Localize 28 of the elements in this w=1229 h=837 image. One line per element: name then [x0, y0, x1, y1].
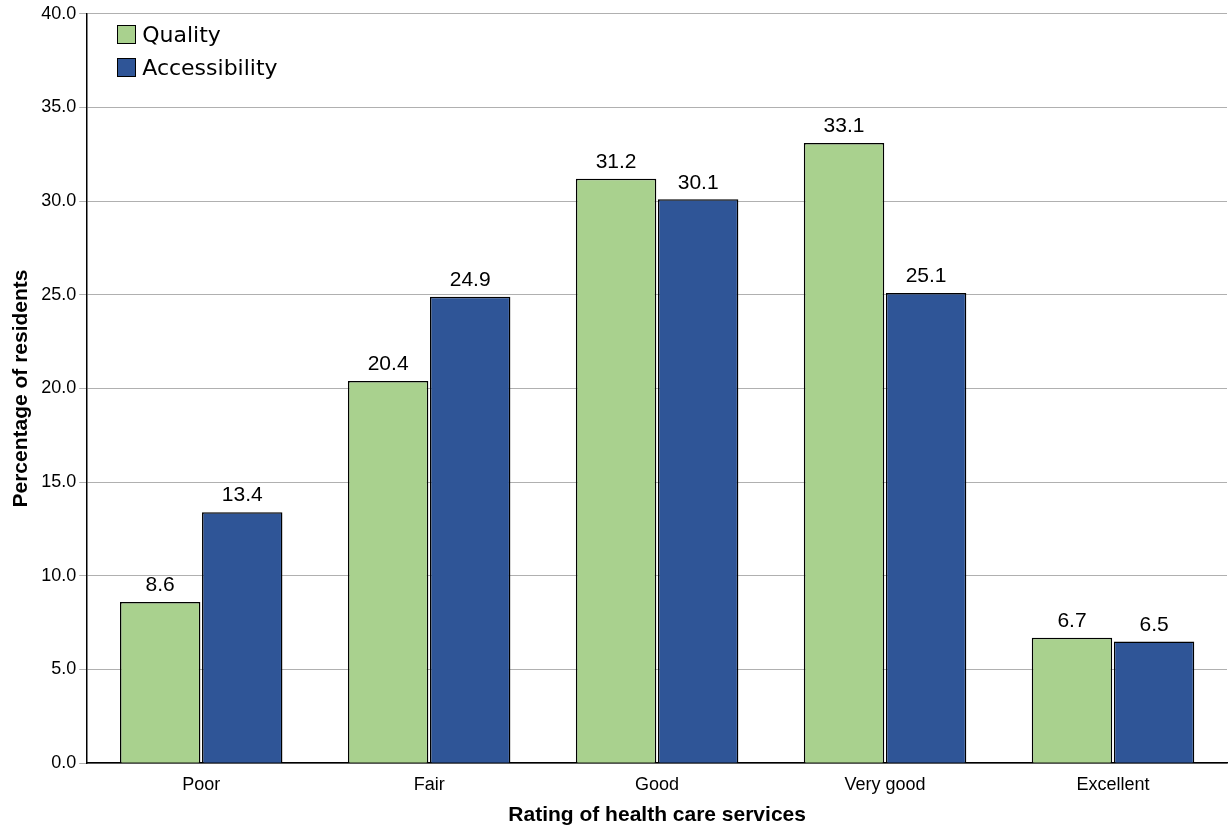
legend-label: Quality	[142, 21, 221, 47]
data-label: 6.5	[1139, 611, 1169, 635]
y-tick-label: 30.0	[41, 190, 77, 211]
x-tick-label: Fair	[413, 773, 445, 794]
data-label: 8.6	[145, 572, 175, 596]
data-label: 31.2	[595, 148, 637, 172]
x-axis-title: Rating of health care services	[508, 802, 806, 826]
y-tick-label: 20.0	[41, 377, 77, 398]
y-tick-label: 5.0	[51, 658, 77, 679]
y-tick-label: 40.0	[41, 2, 77, 23]
data-label: 33.1	[823, 113, 865, 137]
data-label: 25.1	[905, 263, 947, 287]
y-tick-label: 35.0	[41, 96, 77, 117]
y-tick-label: 25.0	[41, 283, 77, 304]
x-tick-label: Good	[635, 773, 680, 794]
y-tick-label: 10.0	[41, 564, 77, 585]
x-tick-label: Excellent	[1076, 773, 1150, 794]
y-tick-label: 15.0	[41, 471, 77, 492]
data-label: 6.7	[1057, 607, 1087, 631]
x-tick-label: Poor	[182, 773, 221, 794]
data-label: 30.1	[677, 169, 719, 193]
legend-label: Accessibility	[142, 54, 278, 80]
data-label: 24.9	[449, 267, 491, 290]
y-tick-label: 0.0	[51, 752, 77, 773]
x-tick-label: Very good	[844, 773, 926, 794]
data-label: 20.4	[367, 351, 409, 375]
data-label: 13.4	[221, 482, 263, 506]
y-axis-title: Percentage of residents	[8, 269, 32, 508]
